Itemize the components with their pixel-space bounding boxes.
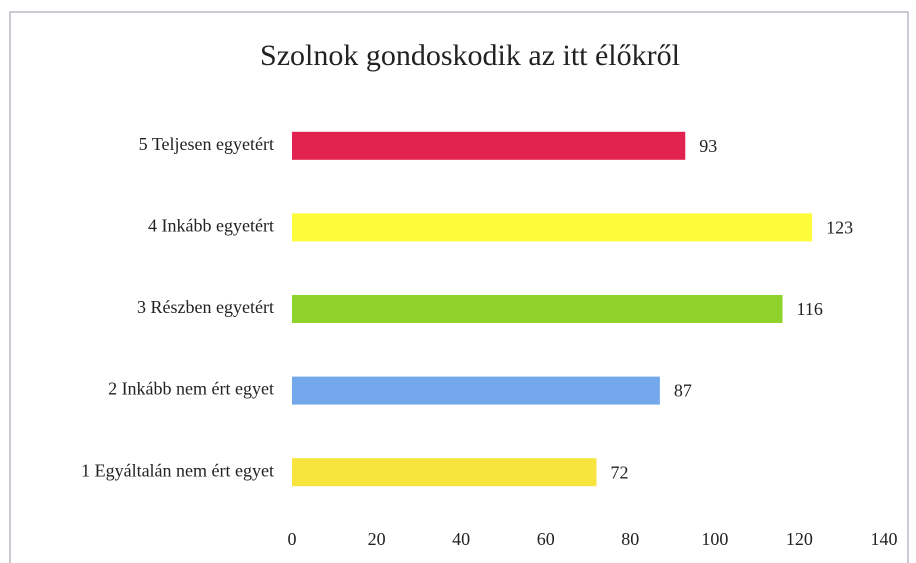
x-tick-label: 120 [786,529,813,549]
x-tick-label: 60 [537,529,555,549]
value-label: 93 [699,136,717,156]
bar [292,213,813,242]
x-tick-label: 40 [452,529,470,549]
y-tick-label: 2 Inkább nem ért egyet [108,379,274,399]
value-label: 116 [797,299,823,319]
value-label: 72 [610,462,628,482]
y-tick-label: 5 Teljesen egyetért [139,134,274,154]
bar [292,376,660,405]
x-tick-label: 0 [288,529,297,549]
y-tick-label: 4 Inkább egyetért [148,216,274,236]
chart-title: Szolnok gondoskodik az itt élőkről [260,39,680,72]
value-label: 123 [826,218,853,238]
bar [292,131,686,160]
bar [292,295,783,323]
value-label: 87 [674,381,692,401]
x-tick-label: 140 [871,529,898,549]
y-tick-label: 1 Egyáltalán nem ért egyet [81,460,274,480]
x-tick-label: 80 [621,529,639,549]
x-tick-label: 20 [368,529,386,549]
y-tick-label: 3 Részben egyetért [137,297,274,317]
bar [292,458,597,487]
x-tick-label: 100 [701,529,728,549]
